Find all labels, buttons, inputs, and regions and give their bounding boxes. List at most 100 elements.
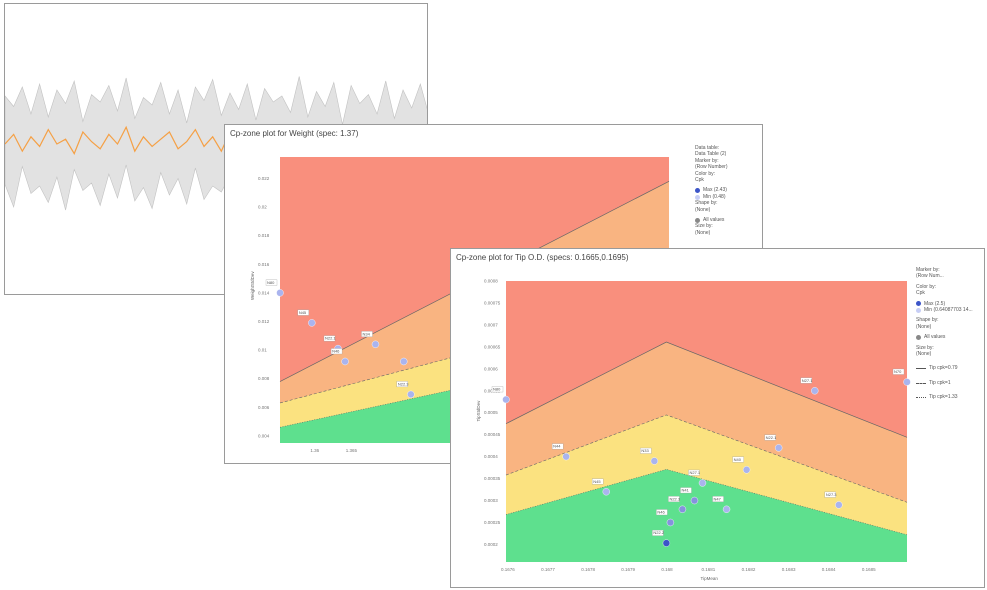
point-label: N33 — [641, 448, 649, 453]
line-3-label: Tip cpk=1.33 — [929, 394, 958, 401]
color-max-swatch — [916, 301, 921, 307]
data-point[interactable] — [502, 395, 510, 404]
point-label-box — [491, 386, 504, 393]
legend-size-by[interactable]: (None) — [695, 229, 711, 236]
point-label-box — [330, 348, 343, 355]
y-tick-label: 0.0008 — [484, 279, 498, 284]
boundary-line-cpk-3 — [505, 469, 908, 536]
legend-shape-by[interactable]: (None) — [916, 323, 932, 330]
data-point[interactable] — [407, 390, 415, 399]
point-label: N80 — [493, 387, 501, 392]
data-point[interactable] — [400, 357, 408, 366]
legend-marker-by-title: Marker by: — [695, 157, 719, 164]
x-tick-label: 0.1678 — [581, 567, 595, 572]
x-tick-label: 0.1679 — [621, 567, 635, 572]
legend-size-by-title: Size by: — [695, 223, 713, 230]
legend-color-min: Min (0.48) — [695, 194, 728, 200]
point-label: N27.1 — [802, 378, 813, 383]
x-tick-label: 0.1683 — [782, 567, 796, 572]
y-tick-label: 0.0007 — [484, 322, 498, 327]
data-point[interactable] — [276, 289, 284, 297]
tip-plot-canvas[interactable]: 0.00080.000750.00070.000650.00060.000550… — [451, 249, 985, 588]
data-point[interactable] — [562, 452, 570, 461]
x-tick-label: 0.168 — [661, 567, 673, 572]
legend-line-2: Tip cpk=1 — [916, 380, 973, 386]
data-point[interactable] — [678, 505, 687, 514]
x-tick-label: 0.1677 — [541, 567, 555, 572]
point-label: N27.1 — [689, 470, 700, 475]
y-axis-title: TipStdDev — [476, 400, 481, 422]
data-point[interactable] — [650, 457, 659, 465]
y-tick-label: 0.006 — [258, 405, 270, 410]
data-point[interactable] — [811, 387, 819, 395]
point-label: N70 — [894, 369, 902, 374]
y-tick-label: 0.02 — [258, 205, 267, 210]
y-tick-label: 0.0003 — [484, 498, 498, 503]
legend-color-max: Max (2.43) — [695, 187, 728, 193]
x-tick-label: 1.365 — [346, 448, 358, 453]
point-label: N46 — [332, 348, 340, 353]
shape-all-swatch — [916, 334, 921, 340]
y-tick-label: 0.016 — [258, 262, 270, 267]
point-label-box — [323, 335, 336, 342]
point-label: N80 — [267, 280, 275, 285]
point-label: N47 — [714, 496, 722, 501]
shape-all-swatch — [695, 217, 700, 223]
y-tick-label: 0.00025 — [484, 520, 501, 525]
line-3-swatch — [916, 396, 926, 398]
legend-color-min: Min (0.64087703 14... — [916, 307, 973, 313]
data-point[interactable] — [371, 340, 380, 349]
point-label: N22.1 — [766, 435, 777, 440]
color-min-label: Min (0.48) — [703, 193, 726, 200]
data-point[interactable] — [698, 479, 707, 487]
data-point[interactable] — [602, 488, 610, 496]
legend-data-table[interactable]: Data Table (2) — [695, 151, 727, 158]
point-label: N22.3 — [398, 381, 409, 386]
tip-cp-zone-panel[interactable]: Cp-zone plot for Tip O.D. (specs: 0.1665… — [450, 248, 985, 588]
data-point[interactable] — [903, 378, 911, 386]
tip-legend: Marker by: (Row Num... Color by: Cpk Max… — [916, 267, 973, 401]
color-min-swatch — [695, 194, 700, 200]
y-axis-title: WeightStdDev — [250, 271, 255, 300]
shape-all-label: All values — [703, 217, 725, 224]
y-tick-label: 0.0004 — [484, 454, 498, 459]
data-point[interactable] — [722, 505, 731, 514]
y-tick-label: 0.022 — [258, 176, 270, 181]
data-point[interactable] — [835, 501, 843, 509]
color-max-label: Max (2.5) — [924, 300, 946, 307]
legend-size-by-title: Size by: — [916, 344, 934, 351]
y-tick-label: 0.014 — [258, 290, 270, 295]
x-tick-label: 0.1685 — [862, 567, 876, 572]
data-point[interactable] — [774, 444, 783, 452]
data-point[interactable] — [666, 518, 675, 527]
legend-shape-by[interactable]: (None) — [695, 206, 711, 213]
point-label-box — [712, 496, 724, 502]
data-point[interactable] — [662, 539, 671, 547]
y-tick-label: 0.0005 — [484, 410, 498, 415]
x-tick-label: 0.1676 — [501, 567, 515, 572]
point-label: N45 — [593, 479, 601, 484]
legend-line-3: Tip cpk=1.33 — [916, 394, 973, 400]
point-label: N45 — [299, 310, 307, 315]
x-tick-label: 0.1681 — [702, 567, 716, 572]
point-label-box — [640, 447, 652, 454]
legend-marker-by[interactable]: (Row Number) — [695, 164, 728, 171]
point-label: N22.2 — [653, 530, 664, 535]
data-point[interactable] — [308, 319, 316, 327]
data-point[interactable] — [690, 496, 699, 505]
data-point[interactable] — [341, 357, 349, 366]
point-label: N22.3 — [669, 496, 680, 501]
legend-color-by[interactable]: Cpk — [916, 290, 925, 297]
point-label-box — [396, 381, 408, 388]
point-label-box — [764, 434, 776, 441]
point-label-box — [592, 478, 604, 485]
legend-marker-by[interactable]: (Row Num... — [916, 273, 944, 280]
y-tick-label: 0.00045 — [484, 432, 501, 437]
point-label-box — [680, 487, 692, 494]
legend-size-by[interactable]: (None) — [916, 351, 932, 358]
line-2-swatch — [916, 382, 926, 384]
legend-color-by[interactable]: Cpk — [695, 177, 704, 184]
color-min-label: Min (0.64087703 14... — [924, 307, 973, 314]
legend-color-by-title: Color by: — [695, 170, 716, 177]
data-point[interactable] — [742, 466, 751, 474]
